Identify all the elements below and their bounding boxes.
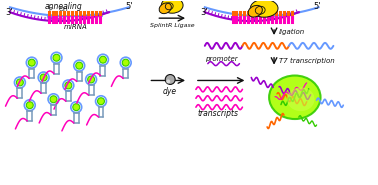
- Circle shape: [76, 62, 83, 69]
- Ellipse shape: [287, 87, 314, 111]
- Circle shape: [53, 54, 60, 61]
- Text: 3': 3': [200, 8, 208, 17]
- Text: 5': 5': [314, 2, 321, 11]
- Circle shape: [122, 59, 129, 66]
- Text: dye: dye: [163, 87, 177, 96]
- Circle shape: [16, 79, 23, 86]
- Text: P: P: [49, 7, 53, 12]
- Ellipse shape: [250, 0, 278, 17]
- Text: miRNA: miRNA: [64, 24, 87, 30]
- Text: 3': 3': [5, 8, 13, 17]
- Ellipse shape: [161, 0, 183, 13]
- Circle shape: [99, 56, 107, 63]
- Circle shape: [50, 96, 57, 103]
- Circle shape: [165, 75, 175, 84]
- Circle shape: [166, 80, 170, 83]
- Text: annealing: annealing: [45, 2, 82, 11]
- Ellipse shape: [159, 3, 171, 14]
- Text: promoter: promoter: [205, 56, 237, 62]
- Circle shape: [26, 102, 33, 109]
- Text: T7 transcription: T7 transcription: [279, 58, 335, 64]
- Circle shape: [65, 82, 72, 89]
- Text: OH: OH: [59, 7, 68, 12]
- Text: ligation: ligation: [279, 29, 305, 35]
- Text: SplintR Ligase: SplintR Ligase: [150, 23, 195, 28]
- Circle shape: [98, 98, 104, 105]
- Ellipse shape: [248, 5, 262, 17]
- Ellipse shape: [269, 75, 321, 119]
- Circle shape: [73, 104, 80, 111]
- Text: 5': 5': [126, 2, 133, 11]
- Circle shape: [88, 76, 94, 83]
- Circle shape: [28, 59, 35, 66]
- Circle shape: [40, 74, 47, 81]
- Text: transcripts: transcripts: [197, 109, 238, 118]
